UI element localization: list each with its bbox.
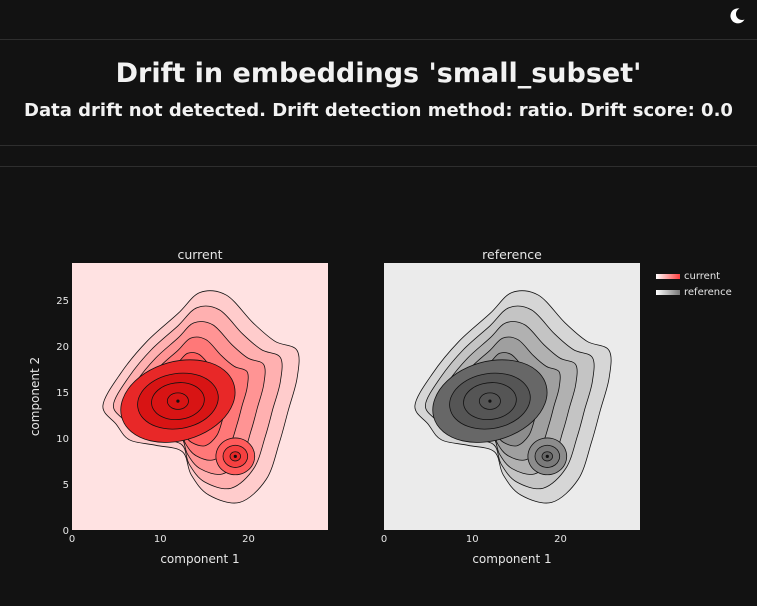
density-peak — [488, 399, 492, 403]
panel-title: reference — [482, 247, 542, 262]
x-tick-label: 10 — [466, 534, 479, 545]
x-axis-label: component 1 — [160, 552, 239, 566]
divider — [0, 166, 757, 167]
y-tick-label: 15 — [56, 388, 69, 399]
y-tick-label: 5 — [63, 480, 69, 491]
x-tick-label: 0 — [69, 534, 75, 545]
page-subtitle: Data drift not detected. Drift detection… — [24, 100, 733, 121]
legend-label: current — [684, 271, 720, 282]
x-tick-label: 10 — [154, 534, 167, 545]
panel-title: current — [177, 247, 222, 262]
contour-panel-reference — [384, 263, 640, 530]
y-tick-label: 20 — [56, 342, 69, 353]
y-tick-label: 25 — [56, 296, 69, 307]
legend-label: reference — [684, 287, 732, 298]
density-peak — [233, 454, 237, 458]
density-peak — [176, 399, 180, 403]
density-peak — [545, 454, 549, 458]
x-tick-label: 20 — [554, 534, 567, 545]
x-tick-label: 20 — [242, 534, 255, 545]
x-axis-label: component 1 — [472, 552, 551, 566]
x-tick-label: 0 — [381, 534, 387, 545]
top-bar — [0, 0, 757, 40]
chart-legend — [656, 274, 680, 295]
legend-swatch[interactable] — [656, 274, 680, 279]
divider — [0, 145, 757, 146]
y-tick-label: 0 — [63, 526, 69, 537]
page-title: Drift in embeddings 'small_subset' — [115, 58, 642, 89]
legend-swatch[interactable] — [656, 290, 680, 295]
y-axis-label: component 2 — [28, 357, 42, 436]
contour-panel-current — [72, 263, 328, 530]
moon-icon[interactable] — [727, 6, 747, 26]
y-tick-label: 10 — [56, 434, 69, 445]
